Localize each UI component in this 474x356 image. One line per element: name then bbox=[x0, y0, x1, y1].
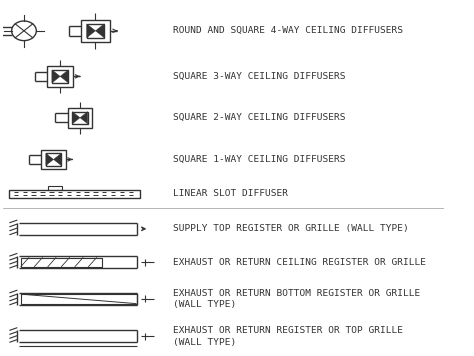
Bar bbox=[21, 258, 102, 267]
Polygon shape bbox=[60, 70, 68, 83]
Polygon shape bbox=[54, 153, 61, 166]
Bar bbox=[82, 20, 109, 42]
Text: EXHAUST OR RETURN REGISTER OR TOP GRILLE
(WALL TYPE): EXHAUST OR RETURN REGISTER OR TOP GRILLE… bbox=[173, 326, 403, 347]
Text: SQUARE 2-WAY CEILING DIFFUSERS: SQUARE 2-WAY CEILING DIFFUSERS bbox=[173, 113, 345, 122]
Bar bbox=[87, 24, 104, 38]
Bar bbox=[9, 190, 140, 198]
Text: LINEAR SLOT DIFFUSER: LINEAR SLOT DIFFUSER bbox=[173, 189, 288, 198]
Text: SUPPLY TOP REGISTER OR GRILLE (WALL TYPE): SUPPLY TOP REGISTER OR GRILLE (WALL TYPE… bbox=[173, 224, 409, 233]
Bar bbox=[21, 294, 137, 304]
Bar bbox=[68, 108, 92, 127]
Bar bbox=[46, 153, 61, 166]
Polygon shape bbox=[95, 24, 104, 38]
Bar bbox=[48, 187, 62, 190]
Polygon shape bbox=[73, 112, 80, 124]
Bar bbox=[52, 70, 68, 83]
Polygon shape bbox=[87, 24, 95, 38]
Polygon shape bbox=[46, 153, 54, 166]
Text: SQUARE 1-WAY CEILING DIFFUSERS: SQUARE 1-WAY CEILING DIFFUSERS bbox=[173, 155, 345, 164]
Bar bbox=[41, 150, 66, 169]
Polygon shape bbox=[80, 112, 88, 124]
Polygon shape bbox=[52, 70, 60, 83]
Text: EXHAUST OR RETURN BOTTOM REGISTER OR GRILLE
(WALL TYPE): EXHAUST OR RETURN BOTTOM REGISTER OR GRI… bbox=[173, 288, 420, 309]
Text: SQUARE 3-WAY CEILING DIFFUSERS: SQUARE 3-WAY CEILING DIFFUSERS bbox=[173, 72, 345, 81]
Text: EXHAUST OR RETURN CEILING REGISTER OR GRILLE: EXHAUST OR RETURN CEILING REGISTER OR GR… bbox=[173, 258, 426, 267]
Text: ROUND AND SQUARE 4-WAY CEILING DIFFUSERS: ROUND AND SQUARE 4-WAY CEILING DIFFUSERS bbox=[173, 26, 403, 35]
Bar bbox=[47, 66, 73, 87]
Bar bbox=[73, 112, 88, 124]
